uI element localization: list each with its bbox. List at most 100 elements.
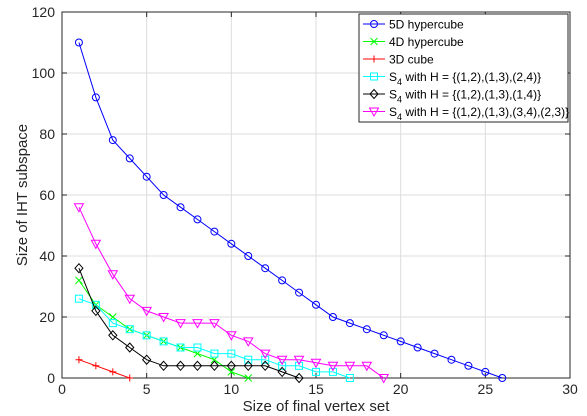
data-point <box>295 288 304 297</box>
legend-label-rest: with H = {(1,2),(1,3),(1,4)} <box>402 88 541 102</box>
data-point <box>345 374 354 382</box>
data-point <box>261 264 270 273</box>
legend-label: S4 with H = {(1,2),(1,3),(3,4),(2,3)} <box>389 105 569 122</box>
data-point <box>226 360 237 372</box>
data-point <box>244 355 253 364</box>
x-axis-label: Size of final vertex set <box>243 398 391 415</box>
y-tick-label: 120 <box>32 4 56 20</box>
legend-label: S4 with H = {(1,2),(1,3),(1,4)} <box>389 88 541 105</box>
series-line <box>78 359 130 379</box>
data-point <box>92 362 100 370</box>
data-point <box>159 337 168 346</box>
data-point <box>430 349 439 358</box>
legend-entry: 4D hypercube <box>363 35 464 49</box>
y-tick-label: 60 <box>39 187 55 203</box>
series-5 <box>74 262 304 384</box>
data-point <box>209 319 220 329</box>
legend-entry: S4 with H = {(1,2),(1,3),(3,4),(2,3)} <box>363 105 569 122</box>
data-point <box>124 294 136 305</box>
legend-marker <box>370 20 378 28</box>
data-point <box>159 191 168 199</box>
data-point <box>176 343 185 352</box>
data-point <box>73 203 85 213</box>
data-point <box>91 305 101 317</box>
data-point <box>192 360 203 372</box>
x-tick-label: 0 <box>58 381 66 397</box>
data-point <box>74 38 83 47</box>
x-tick-label: 10 <box>224 381 240 397</box>
axis-ticks: 0 5 10 15 20 25 30 0 20 40 60 80 100 120 <box>32 4 578 397</box>
series-group <box>73 38 507 384</box>
data-point <box>193 215 202 224</box>
legend-label-subscript: 4 <box>397 95 402 105</box>
data-point <box>227 239 236 248</box>
data-point <box>242 337 254 347</box>
x-tick-label: 5 <box>143 381 151 397</box>
series-line <box>78 42 503 379</box>
data-point <box>158 360 169 372</box>
legend-marker <box>369 88 379 100</box>
data-point <box>158 313 169 323</box>
legend-entry: 3D cube <box>363 53 434 67</box>
legend-label: S4 with H = {(1,2),(1,3),(2,4)} <box>389 70 541 87</box>
data-point <box>276 355 288 366</box>
data-point <box>498 374 507 382</box>
legend-marker <box>370 37 378 46</box>
x-tick-label: 30 <box>562 381 578 397</box>
data-point <box>74 294 83 303</box>
x-tick-label: 20 <box>393 381 409 397</box>
data-point <box>243 360 253 372</box>
data-point <box>141 354 152 365</box>
data-point <box>74 262 84 274</box>
data-point <box>227 368 236 376</box>
data-point <box>176 203 185 212</box>
y-tick-label: 100 <box>32 65 56 81</box>
data-point <box>125 154 134 163</box>
legend-label: 3D cube <box>389 53 434 67</box>
data-point <box>362 325 371 334</box>
series-3 <box>75 356 134 382</box>
data-point <box>225 331 237 341</box>
data-point <box>209 360 220 372</box>
legend-label-main: S <box>389 105 397 119</box>
data-point <box>310 358 322 369</box>
data-point <box>193 343 202 352</box>
data-point <box>278 361 287 370</box>
legend-entry: S4 with H = {(1,2),(1,3),(1,4)} <box>363 88 541 105</box>
data-point <box>447 355 456 364</box>
data-point <box>126 374 134 382</box>
data-point <box>75 276 83 285</box>
legend-marker <box>370 55 378 63</box>
data-point <box>175 360 186 372</box>
legend-label: 4D hypercube <box>389 35 464 49</box>
y-tick-label: 80 <box>39 126 55 142</box>
data-point <box>91 93 100 102</box>
y-tick-label: 40 <box>39 248 55 264</box>
data-point <box>328 313 337 321</box>
data-point <box>175 319 186 329</box>
series-line <box>78 206 385 379</box>
data-point <box>142 172 151 181</box>
data-point <box>379 331 388 340</box>
data-point <box>108 136 117 145</box>
data-point <box>141 306 153 317</box>
data-point <box>278 276 287 285</box>
data-point <box>210 349 219 358</box>
legend-marker <box>368 107 380 118</box>
data-point <box>328 367 337 376</box>
data-point <box>361 361 373 372</box>
data-point <box>294 372 304 384</box>
data-point <box>210 227 219 236</box>
data-point <box>260 360 270 372</box>
legend-label-main: S <box>389 88 397 102</box>
series-4 <box>74 294 354 382</box>
x-tick-label: 15 <box>308 381 324 397</box>
legend-box <box>358 13 569 123</box>
data-point <box>108 330 118 341</box>
x-tick-label: 25 <box>478 381 494 397</box>
series-6 <box>73 203 390 384</box>
data-point <box>312 367 320 376</box>
data-point <box>344 361 356 372</box>
legend-label-rest: with H = {(1,2),(1,3),(2,4)} <box>402 70 541 84</box>
